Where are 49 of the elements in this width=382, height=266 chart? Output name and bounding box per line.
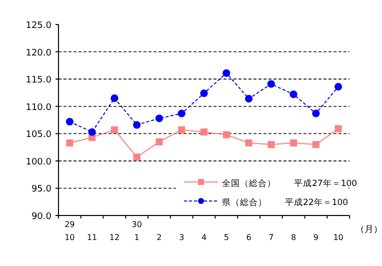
point xyxy=(290,139,298,146)
y-tick-label: 125.0 xyxy=(26,21,52,31)
point xyxy=(267,80,275,88)
x-tick-label: 3 xyxy=(179,233,184,242)
point xyxy=(334,125,342,132)
y-tick-label: 110.0 xyxy=(26,102,52,113)
x-axis-title: （月） xyxy=(356,225,382,235)
point xyxy=(222,131,230,138)
y-tick-label: 120.0 xyxy=(26,48,52,58)
x-tick-label: 7 xyxy=(268,233,274,242)
point xyxy=(200,128,208,136)
point xyxy=(244,94,253,103)
point xyxy=(66,118,74,126)
point xyxy=(245,139,252,146)
point xyxy=(156,138,163,146)
x-tick-label: 4 xyxy=(201,233,207,242)
point xyxy=(66,139,74,146)
x-tick-label: 8 xyxy=(290,233,296,242)
point xyxy=(334,82,342,91)
point xyxy=(222,69,230,77)
y-tick-label: 95.0 xyxy=(31,184,52,195)
point xyxy=(290,90,298,98)
point xyxy=(155,114,164,122)
legend-label: 県（総合） 平成22年＝100 xyxy=(222,197,348,208)
y-tick-label: 105.0 xyxy=(26,130,52,140)
point xyxy=(133,121,141,129)
x-tick-label: 10 xyxy=(333,233,344,242)
y-tick-label: 115.0 xyxy=(26,76,52,86)
x-tick-label: 9 xyxy=(313,233,318,242)
point xyxy=(178,110,186,118)
x-tick-label: 6 xyxy=(246,233,252,242)
y-tick-label: 90.0 xyxy=(31,212,52,222)
y-tick-label: 100.0 xyxy=(26,157,52,168)
point xyxy=(133,154,140,161)
point xyxy=(200,89,208,98)
x-tick-label: 29 10 xyxy=(64,220,75,242)
legend-label: 全国（総合） 平成27年＝100 xyxy=(222,178,358,189)
x-tick-label: 11 xyxy=(86,233,98,242)
point xyxy=(268,141,275,148)
point xyxy=(88,128,96,136)
x-tick-label: 5 xyxy=(224,233,229,242)
point xyxy=(178,126,186,134)
point xyxy=(312,110,320,118)
x-tick-label: 2 xyxy=(156,233,162,242)
x-tick-label: 12 xyxy=(109,233,120,242)
point xyxy=(110,94,118,102)
x-tick-label: 30 1 xyxy=(132,220,142,242)
point xyxy=(110,126,118,134)
point xyxy=(312,141,320,148)
